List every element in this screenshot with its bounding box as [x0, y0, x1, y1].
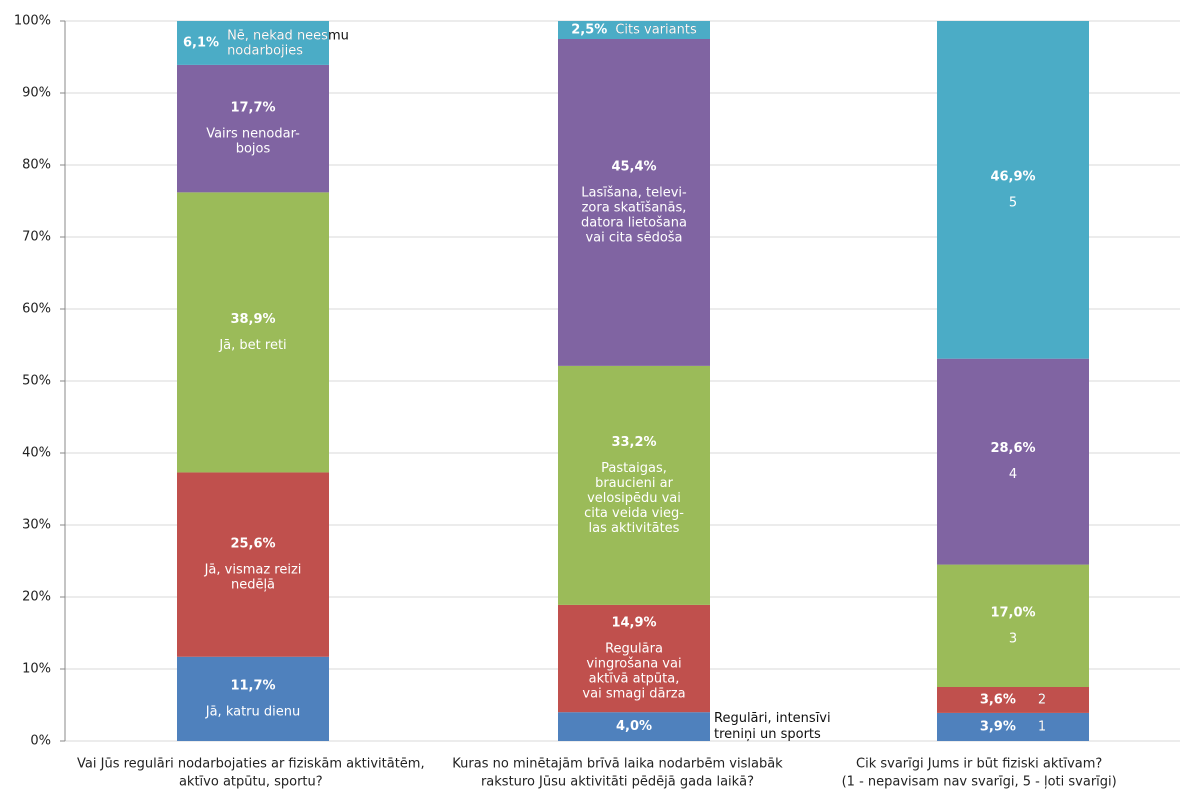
segment-label: nodarbojies	[227, 43, 303, 58]
value-label: 46,9%	[990, 169, 1035, 184]
x-tick-label: (1 - nepavisam nav svarīgi, 5 - ļoti sva…	[842, 775, 1117, 790]
value-label: 25,6%	[230, 537, 275, 552]
value-label: 28,6%	[990, 441, 1035, 456]
segment-label: Regulāra	[605, 642, 663, 657]
bar-segment	[177, 472, 329, 657]
y-tick-label: 60%	[22, 302, 51, 317]
segment-label: Cits variants	[615, 23, 697, 38]
segment-label: Pastaigas,	[601, 461, 667, 476]
y-tick-label: 100%	[14, 14, 51, 29]
segment-label: treniņi un sports	[714, 727, 821, 742]
segment-label: 3	[1009, 631, 1017, 646]
segment-label: Jā, vismaz reizi	[204, 563, 302, 578]
y-tick-label: 0%	[30, 734, 51, 749]
value-label: 38,9%	[230, 312, 275, 327]
segment-label: 1	[1038, 719, 1046, 734]
segment-label: braucieni ar	[595, 476, 674, 491]
y-tick-label: 30%	[22, 518, 51, 533]
segment-label: 2	[1038, 692, 1046, 707]
bar-segment	[937, 564, 1089, 687]
y-tick-label: 40%	[22, 446, 51, 461]
segment-label: nodarbojies	[227, 43, 303, 58]
segment-label: velosipēdu vai	[587, 491, 681, 506]
segment-label: zora skatīšanās,	[582, 200, 687, 215]
bar-segment	[558, 21, 710, 39]
segment-label: 2	[1038, 692, 1046, 707]
bar-segment	[558, 365, 710, 605]
value-label: 33,2%	[611, 435, 656, 450]
segment-label: 5	[1009, 195, 1017, 210]
segment-label: nedēļā	[231, 578, 275, 593]
value-label: 11,7%	[230, 678, 275, 693]
y-tick-label: 50%	[22, 374, 51, 389]
bar-segment	[558, 604, 710, 713]
value-label: 17,0%	[990, 605, 1035, 620]
x-tick-label: Cik svarīgi Jums ir būt fiziski aktīvam?	[856, 757, 1102, 772]
segment-label: Cits variants	[615, 23, 697, 38]
value-label: 17,7%	[230, 101, 275, 116]
y-tick-label: 80%	[22, 158, 51, 173]
segment-label: datora lietošana	[581, 215, 687, 230]
segment-label: vingrošana vai	[586, 657, 681, 672]
segment-label: 1	[1038, 719, 1046, 734]
x-tick-label: Vai Jūs regulāri nodarbojaties ar fizisk…	[77, 757, 425, 772]
segment-label: Vairs nenodar-	[206, 127, 300, 142]
bar-segment	[558, 39, 710, 366]
y-tick-label: 20%	[22, 590, 51, 605]
y-tick-label: 90%	[22, 86, 51, 101]
segment-label: vai cita sēdoša	[585, 230, 682, 245]
bar-segment	[177, 656, 329, 741]
segment-label: Jā, bet reti	[218, 338, 286, 353]
bar-segment	[937, 21, 1089, 359]
segment-label: las aktivitātes	[589, 521, 680, 536]
segment-label: vai smagi dārza	[582, 687, 685, 702]
value-label: 3,6%	[980, 692, 1016, 707]
x-tick-label: Kuras no minētajām brīvā laika nodarbēm …	[452, 757, 783, 772]
segment-label: aktīvā atpūta,	[589, 672, 680, 687]
value-label: 14,9%	[611, 616, 656, 631]
value-label: 3,9%	[980, 719, 1016, 734]
x-tick-label: aktīvo atpūtu, sportu?	[179, 775, 323, 790]
segment-label: Jā, katru dienu	[205, 704, 301, 719]
y-tick-label: 70%	[22, 230, 51, 245]
segment-label: 4	[1009, 467, 1017, 482]
bar-segment	[558, 712, 710, 741]
bar-segment	[937, 687, 1089, 713]
value-label: 2,5%	[571, 23, 607, 38]
bar-segment	[177, 64, 329, 193]
value-label: 45,4%	[611, 159, 656, 174]
bar-segment	[177, 192, 329, 473]
segment-label: Regulāri, intensīvi	[714, 711, 831, 726]
segment-label: Nē, nekad neesmu	[227, 28, 349, 43]
segment-label: Nē, nekad neesmu	[227, 28, 349, 43]
x-tick-label: raksturo Jūsu aktivitāti pēdējā gada lai…	[481, 775, 754, 790]
value-label: 6,1%	[183, 35, 219, 50]
segment-label: cita veida vieg-	[584, 506, 684, 521]
value-label: 4,0%	[616, 719, 652, 734]
bar-segment	[937, 358, 1089, 565]
segment-label: Lasīšana, televi-	[581, 185, 687, 200]
segment-label: bojos	[236, 142, 271, 157]
y-tick-label: 10%	[22, 662, 51, 677]
bar-segment	[937, 712, 1089, 741]
bar-segment	[177, 21, 329, 65]
